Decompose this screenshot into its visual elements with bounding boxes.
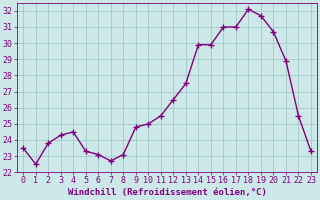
X-axis label: Windchill (Refroidissement éolien,°C): Windchill (Refroidissement éolien,°C) [68,188,267,197]
